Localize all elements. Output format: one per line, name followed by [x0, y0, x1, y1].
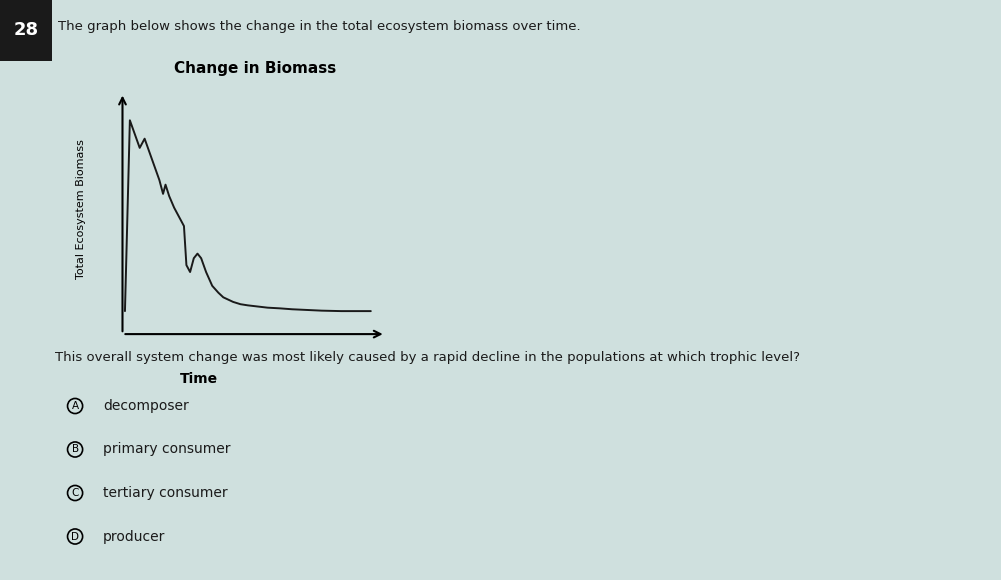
- Text: tertiary consumer: tertiary consumer: [103, 486, 228, 500]
- Text: The graph below shows the change in the total ecosystem biomass over time.: The graph below shows the change in the …: [58, 20, 581, 33]
- Text: This overall system change was most likely caused by a rapid decline in the popu: This overall system change was most like…: [55, 351, 800, 364]
- Text: Total Ecosystem Biomass: Total Ecosystem Biomass: [76, 139, 86, 279]
- Text: Time: Time: [180, 372, 218, 386]
- Title: Change in Biomass: Change in Biomass: [174, 61, 336, 76]
- Text: producer: producer: [103, 530, 165, 543]
- Text: B: B: [71, 444, 79, 455]
- Text: decomposer: decomposer: [103, 399, 189, 413]
- Text: A: A: [71, 401, 79, 411]
- Text: 28: 28: [13, 21, 39, 39]
- Text: C: C: [71, 488, 79, 498]
- Text: primary consumer: primary consumer: [103, 443, 230, 456]
- Text: D: D: [71, 531, 79, 542]
